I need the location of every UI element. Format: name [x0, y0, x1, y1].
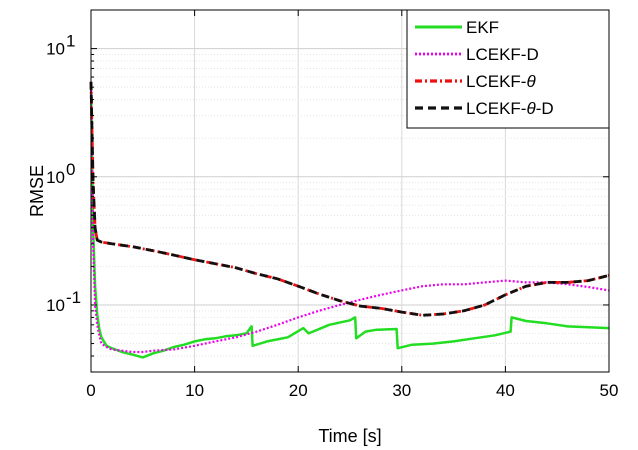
x-axis-label: Time [s] [318, 426, 381, 446]
series-line-1 [89, 81, 610, 359]
grid-lines [91, 10, 609, 372]
legend-label-4: LCEKF-θ-D [466, 99, 554, 118]
x-tick-label: 0 [86, 381, 95, 400]
legend-label-prefix: LCEKF- [466, 99, 526, 118]
legend-label-suffix: -D [536, 99, 554, 118]
y-tick-label: 10 [46, 168, 65, 187]
legend-label-3: LCEKF-θ [466, 72, 536, 91]
x-tick-label: 30 [392, 381, 411, 400]
x-tick-label: 10 [185, 381, 204, 400]
y-tick-exponent: 1 [66, 32, 75, 51]
y-tick-exponent: 0 [66, 160, 75, 179]
series-line-4 [89, 81, 610, 317]
legend-label-prefix: LCEKF- [466, 72, 526, 91]
legend-box [406, 9, 610, 129]
series-group [89, 81, 610, 359]
y-tick-label: 10 [46, 40, 65, 59]
legend-label-symbol: θ [526, 72, 536, 91]
legend-label-symbol: θ [526, 99, 536, 118]
x-tick-label: 40 [496, 381, 515, 400]
legend-label-1: EKF [466, 18, 499, 37]
plot-frame [90, 9, 610, 373]
legend-label-prefix: LCEKF-D [466, 45, 539, 64]
legend-label-2: LCEKF-D [466, 45, 539, 64]
y-tick-label: 10 [46, 296, 65, 315]
x-tick-label: 20 [289, 381, 308, 400]
series-line-2 [89, 81, 610, 354]
x-tick-label: 50 [600, 381, 619, 400]
legend-label-prefix: EKF [466, 18, 499, 37]
y-tick-exponent: -1 [66, 288, 81, 307]
y-axis-label: RMSE [27, 165, 47, 217]
